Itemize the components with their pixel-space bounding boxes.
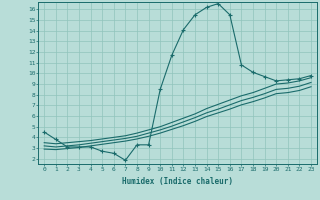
X-axis label: Humidex (Indice chaleur): Humidex (Indice chaleur) bbox=[122, 177, 233, 186]
